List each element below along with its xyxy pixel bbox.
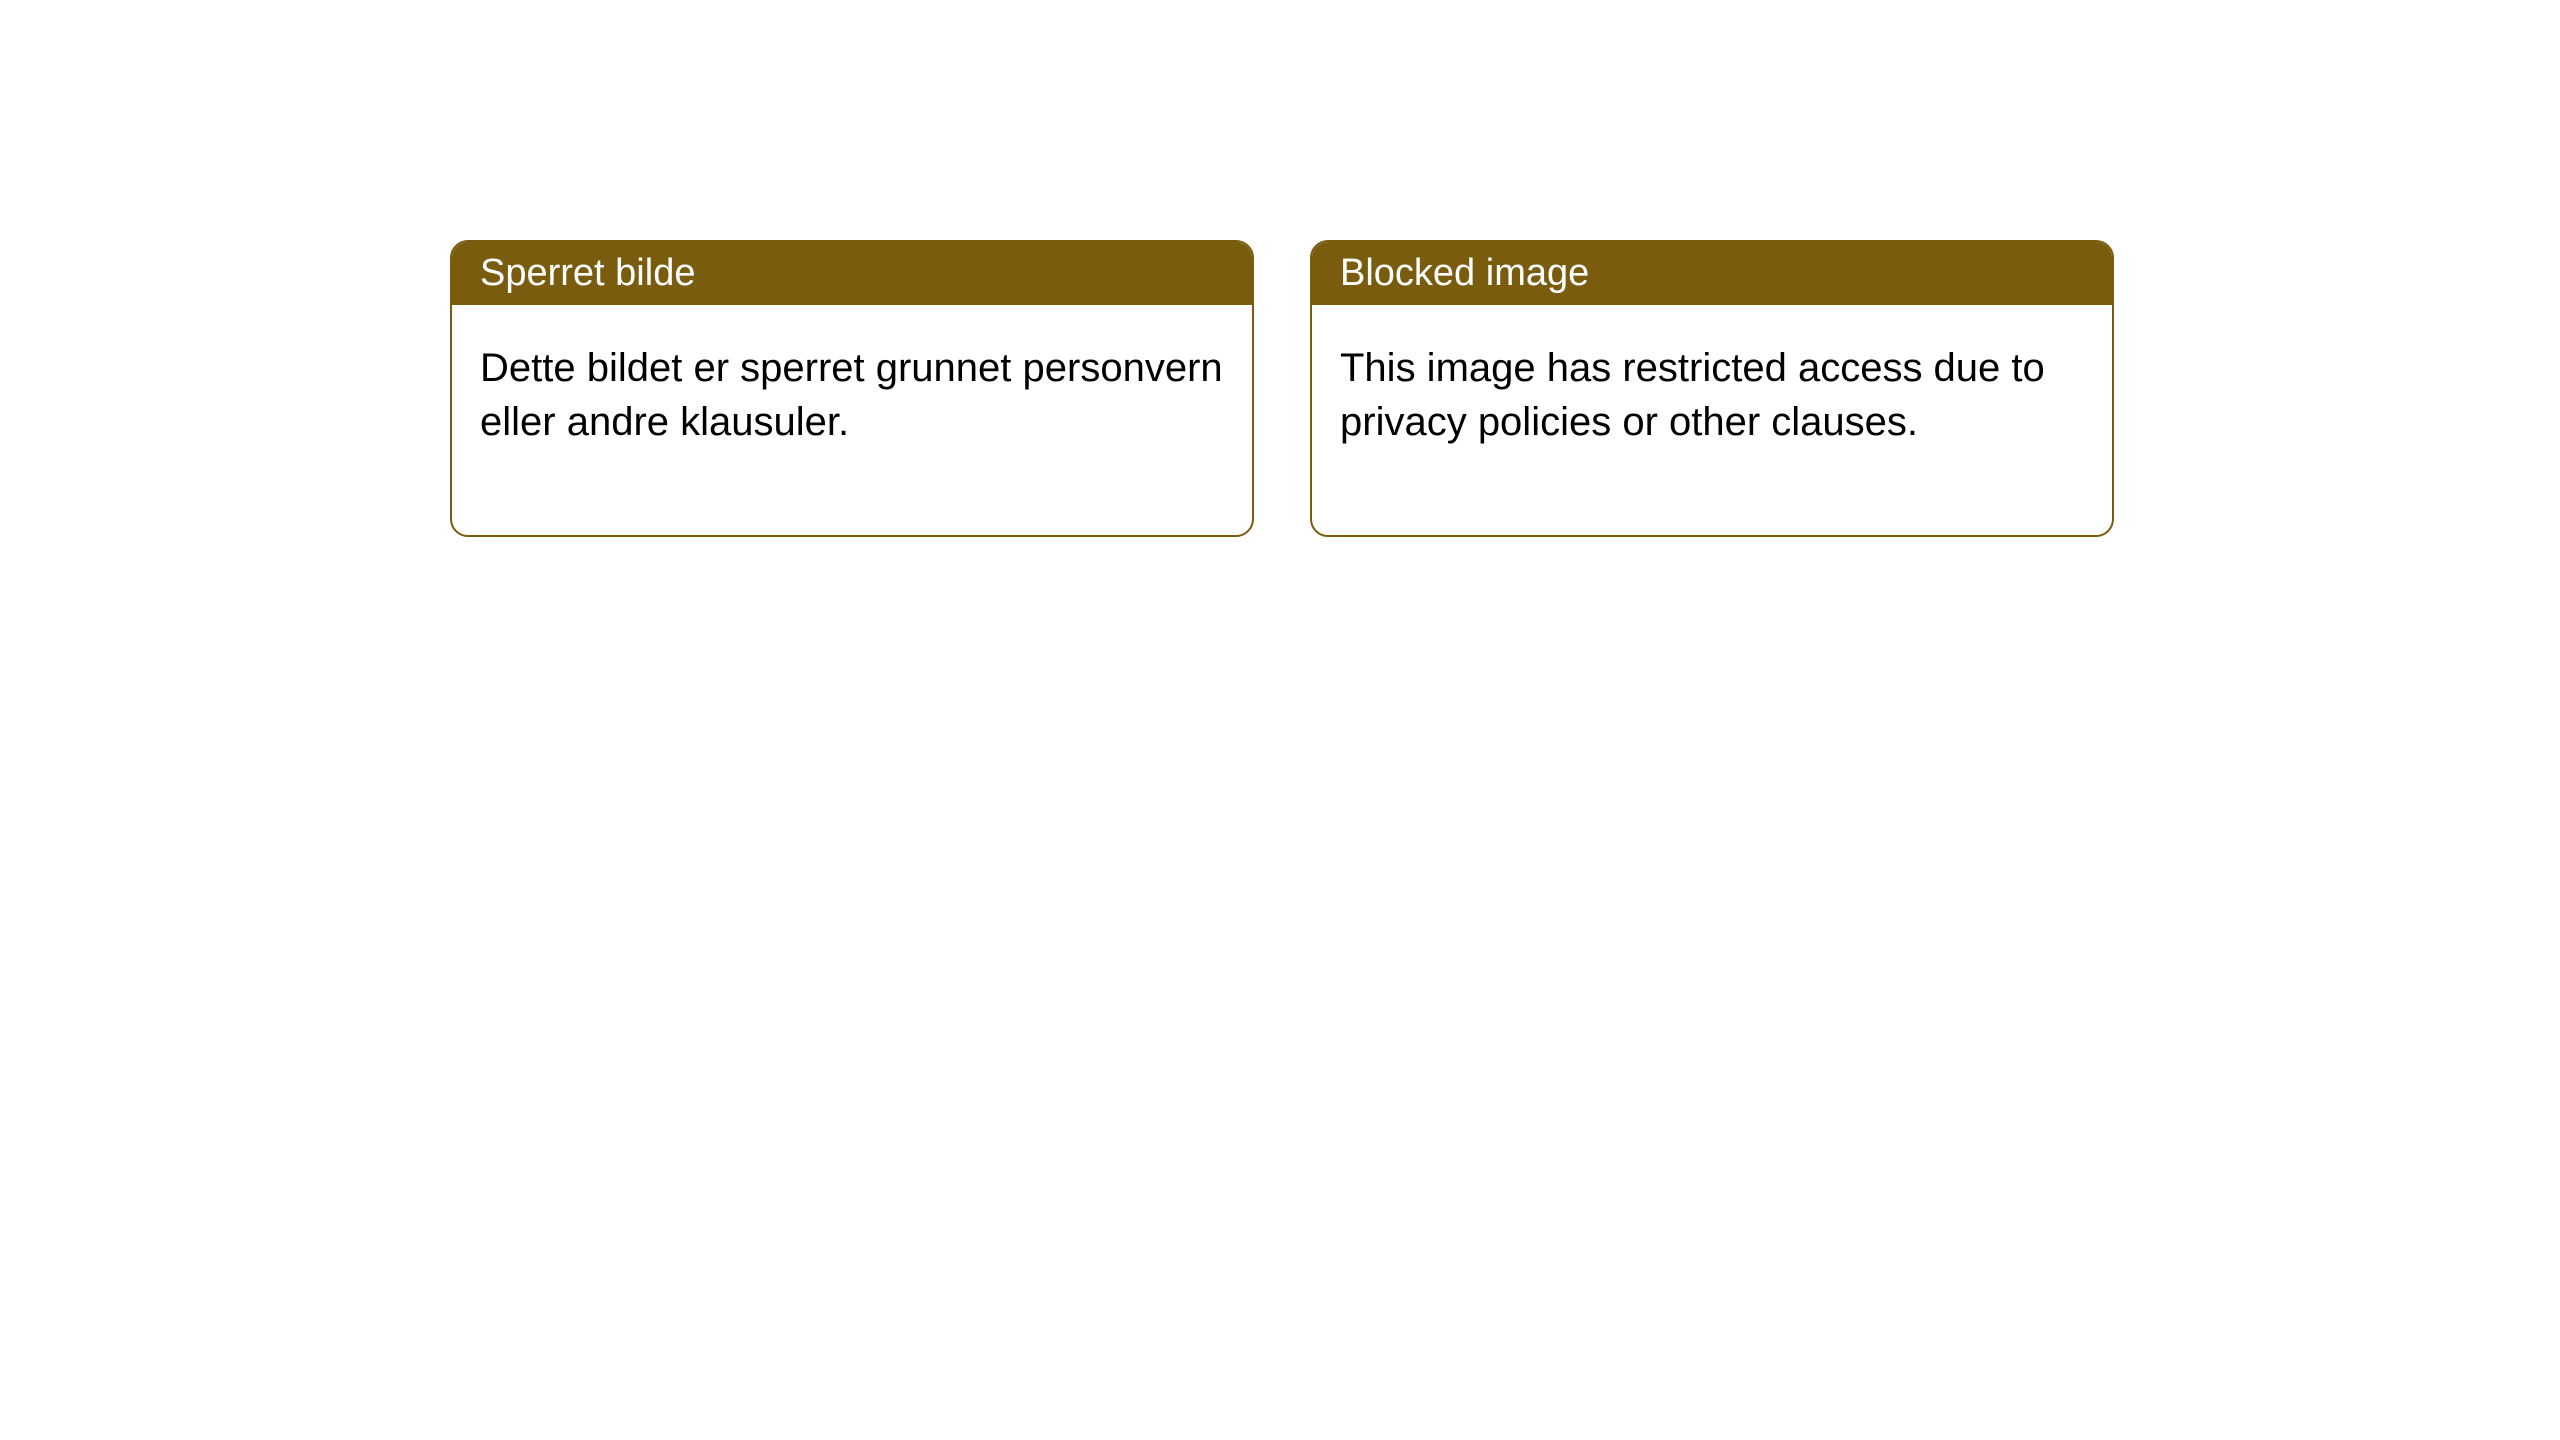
notice-header-english: Blocked image: [1312, 242, 2112, 305]
notice-box-norwegian: Sperret bilde Dette bildet er sperret gr…: [450, 240, 1254, 537]
notice-body-english: This image has restricted access due to …: [1312, 305, 2112, 535]
notice-header-norwegian: Sperret bilde: [452, 242, 1252, 305]
notice-body-norwegian: Dette bildet er sperret grunnet personve…: [452, 305, 1252, 535]
notice-box-english: Blocked image This image has restricted …: [1310, 240, 2114, 537]
notice-container: Sperret bilde Dette bildet er sperret gr…: [450, 240, 2114, 537]
